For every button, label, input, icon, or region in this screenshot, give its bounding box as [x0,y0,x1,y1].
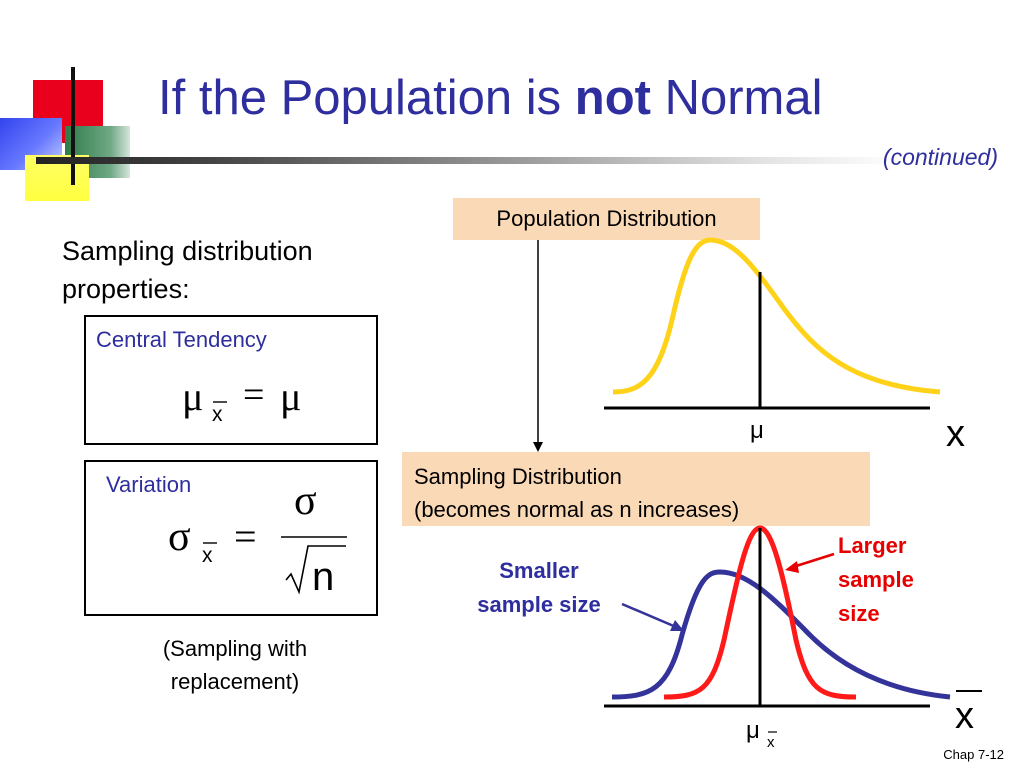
smaller-sample-arrow-line [621,602,677,629]
population-axis-x-label: x [946,413,965,455]
population-distribution-callout: Population Distribution [453,198,760,240]
variation-formula: σ x = σ n [168,478,347,599]
connector-arrow-head [533,442,543,452]
formula-mu: μ [182,374,203,419]
smaller-sample-label-line-2: sample size [477,592,601,617]
footnote-line-1: (Sampling with [162,636,308,661]
smaller-sample-arrow-head [670,620,684,631]
sampling-distribution-callout: Sampling Distribution (becomes normal as… [402,452,870,526]
sampling-mu-label: μ [746,717,760,744]
larger-sample-arrow-line [792,552,835,569]
larger-sample-arrow-head [785,561,799,573]
properties-line-1: Sampling distribution [62,236,313,266]
sampling-footnote: (Sampling with replacement) [130,632,340,698]
formula-sigma-xbar: x [202,544,213,567]
larger-sample-label-line-1: Larger [838,533,907,558]
title-prefix: If the Population is [158,71,575,125]
formula-n: n [312,555,334,599]
smaller-sample-label-line-1: Smaller [499,558,579,583]
chapter-footer: Chap 7-12 [943,747,1004,762]
small-sample-curve [611,569,951,700]
continued-label: (continued) [882,144,998,170]
formula-sigma-numerator: σ [294,478,317,524]
variation-label: Variation [106,472,192,497]
central-tendency-label: Central Tendency [96,327,267,352]
title-bold-word: not [574,71,651,125]
population-curve [612,237,941,395]
properties-heading: Sampling distribution properties: [62,232,392,308]
formula-mu-right: μ [280,374,301,419]
sampling-mu-subscript: x [767,734,775,751]
sampling-callout-line-1: Sampling Distribution [414,464,622,489]
logo-vertical-line [71,67,75,185]
variation-box: Variation σ x = σ n [84,460,378,616]
formula-sqrt-sign [285,545,346,595]
formula-equals: = [243,374,264,416]
population-mu-label: μ [750,417,764,444]
page-title: If the Population is not Normal [158,70,822,126]
properties-line-2: properties: [62,274,190,304]
formula-equals-variation: = [234,514,257,559]
formula-xbar: x [212,403,223,426]
larger-sample-label-line-3: size [838,601,880,626]
central-tendency-box: Central Tendency μ x = μ [84,315,378,445]
title-suffix: Normal [650,71,823,125]
footnote-line-2: replacement) [170,669,300,694]
sampling-axis-x-label: x [955,695,974,737]
larger-sample-label-line-2: sample [838,567,914,592]
formula-sigma: σ [168,514,191,560]
sampling-callout-line-2: (becomes normal as n increases) [414,497,740,522]
title-rule [36,157,906,164]
central-tendency-formula: μ x = μ [182,374,301,426]
